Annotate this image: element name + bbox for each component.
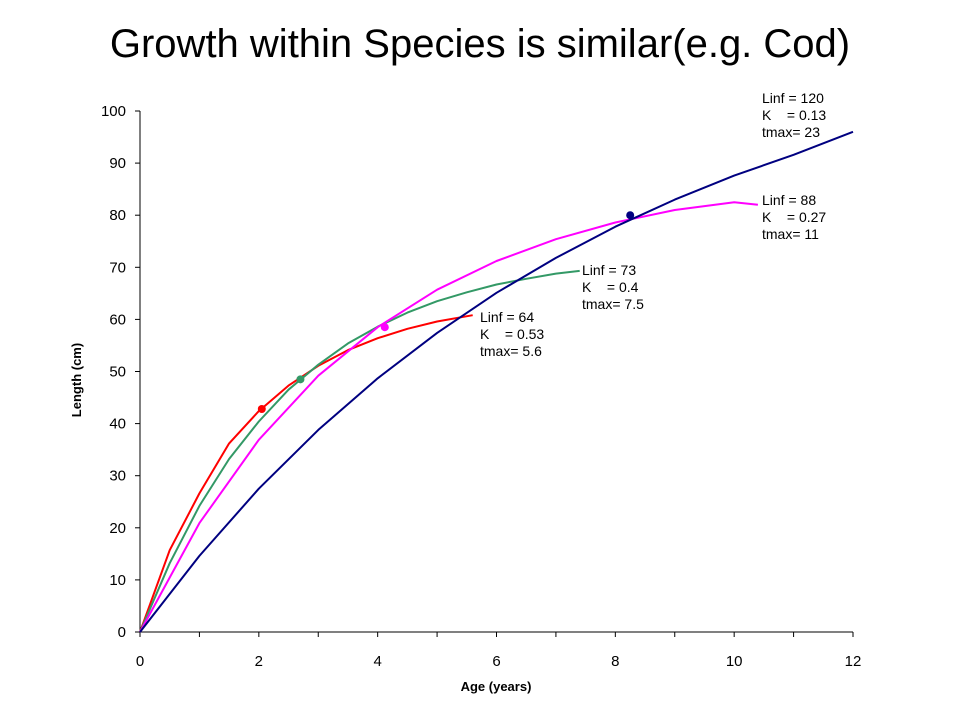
y-tick-label: 10 (109, 572, 126, 589)
annotation-line: K = 0.13 (762, 107, 826, 123)
annotation-line: tmax= 5.6 (480, 343, 542, 359)
y-tick-label: 0 (118, 624, 126, 641)
y-tick-label: 90 (109, 155, 126, 172)
x-tick-label: 8 (611, 653, 619, 670)
y-tick-label: 70 (109, 259, 126, 276)
annotation-line: Linf = 88 (762, 192, 816, 208)
annotation-line: Linf = 73 (582, 262, 636, 278)
annotation-line: K = 0.4 (582, 279, 639, 295)
annotation-line: tmax= 7.5 (582, 296, 644, 312)
x-axis-label: Age (years) (461, 679, 532, 694)
annotation-line: tmax= 23 (762, 124, 820, 140)
y-tick-label: 40 (109, 416, 126, 433)
y-tick-label: 20 (109, 520, 126, 537)
x-tick-label: 10 (726, 653, 743, 670)
x-tick-label: 12 (845, 653, 862, 670)
series-marker-2 (296, 375, 305, 384)
series-line-4 (139, 130, 854, 633)
annotation-line: K = 0.53 (480, 326, 544, 342)
annotation-line: K = 0.27 (762, 209, 826, 225)
y-axis-label: Length (cm) (69, 343, 84, 417)
series-line-1 (139, 314, 473, 633)
annotation-line: tmax= 11 (762, 226, 819, 242)
y-tick-label: 60 (109, 311, 126, 328)
annotation-line: Linf = 120 (762, 90, 824, 106)
x-tick-label: 2 (255, 653, 263, 670)
series-marker-4 (626, 211, 635, 220)
series-line-3 (139, 201, 759, 633)
y-tick-label: 30 (109, 468, 126, 485)
x-tick-label: 4 (373, 653, 381, 670)
axes: 0 10 20 30 40 50 60 70 80 90 100 0 2 4 6 8 10 12 (101, 103, 861, 670)
series-marker-3 (380, 323, 389, 332)
x-tick-label: 6 (492, 653, 500, 670)
series-layer (139, 130, 854, 633)
y-tick-label: 50 (109, 364, 126, 381)
series-line-2 (139, 269, 580, 633)
series-marker-1 (257, 405, 266, 414)
slide-title: Growth within Species is similar(e.g. Co… (109, 22, 851, 66)
y-tick-label: 80 (109, 207, 126, 224)
y-tick-label: 100 (101, 103, 126, 120)
x-tick-label: 0 (136, 653, 144, 670)
annotation-line: Linf = 64 (480, 309, 534, 325)
